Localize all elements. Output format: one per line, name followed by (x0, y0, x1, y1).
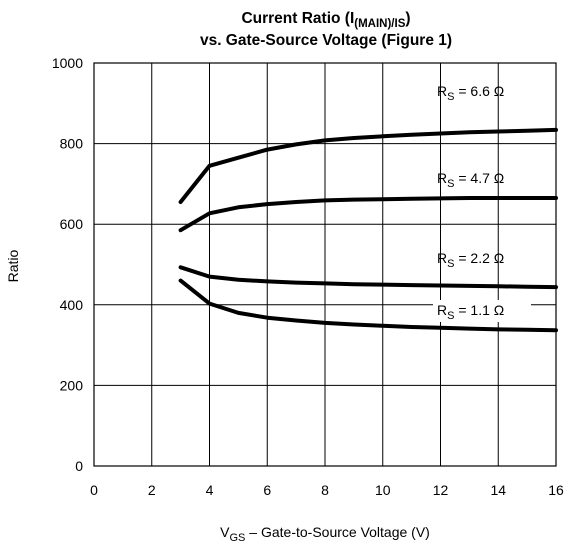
series-line-rs-2-2-ohm (178, 265, 558, 290)
x-tick-label: 8 (321, 482, 329, 498)
x-axis-label-subscript: GS (230, 532, 246, 544)
x-tick-label: 6 (263, 482, 271, 498)
x-tick-label: 2 (148, 482, 156, 498)
x-tick-label: 16 (548, 482, 564, 498)
series-labels: RS = 6.6 Ω RS = 4.7 Ω RS = 2.2 Ω RS = 1.1 Ω (433, 83, 531, 322)
series-group (178, 127, 558, 333)
y-axis-label: Ratio (5, 249, 21, 282)
series-line-rs-1-1-ohm (178, 278, 558, 333)
x-tick-label: 14 (490, 482, 506, 498)
chart-title-line-1: Current Ratio (I(MAIN)/IS) (241, 10, 410, 30)
y-tick-label: 600 (60, 216, 84, 232)
grid (93, 62, 557, 467)
y-tick-label: 0 (75, 458, 83, 474)
series-label-rs-1-1-ohm: RS = 1.1 Ω (437, 302, 504, 322)
series-label-rs-2-2-ohm: RS = 2.2 Ω (437, 250, 504, 270)
chart-title-main: Current Ratio (I (241, 10, 354, 27)
y-tick-labels: 0 200 400 600 800 1000 (52, 55, 83, 474)
y-tick-label: 400 (60, 297, 84, 313)
x-axis-label: VGS – Gate-to-Source Voltage (V) (220, 524, 430, 544)
x-tick-label: 12 (433, 482, 449, 498)
plot-frame (93, 62, 557, 467)
x-axis-label-rest: – Gate-to-Source Voltage (V) (245, 524, 429, 540)
chart-title-subscript: (MAIN)/IS (354, 18, 405, 30)
x-tick-label: 10 (375, 482, 391, 498)
chart-title-end: ) (405, 10, 410, 27)
y-tick-label: 1000 (52, 55, 83, 71)
series-line-rs-6-6-ohm (178, 127, 558, 204)
x-tick-label: 4 (206, 482, 214, 498)
x-tick-label: 0 (90, 482, 98, 498)
x-axis-label-main: V (220, 524, 230, 540)
series-line-rs-4-7-ohm (178, 196, 558, 233)
x-tick-labels: 0 2 4 6 8 10 12 14 16 (90, 482, 564, 498)
chart-title-line-2: vs. Gate-Source Voltage (Figure 1) (200, 32, 452, 49)
y-tick-label: 200 (60, 377, 84, 393)
series-label-rs-6-6-ohm: RS = 6.6 Ω (437, 83, 504, 103)
series-label-background (433, 300, 531, 322)
y-tick-label: 800 (60, 136, 84, 152)
series-label-rs-4-7-ohm: RS = 4.7 Ω (437, 170, 504, 190)
